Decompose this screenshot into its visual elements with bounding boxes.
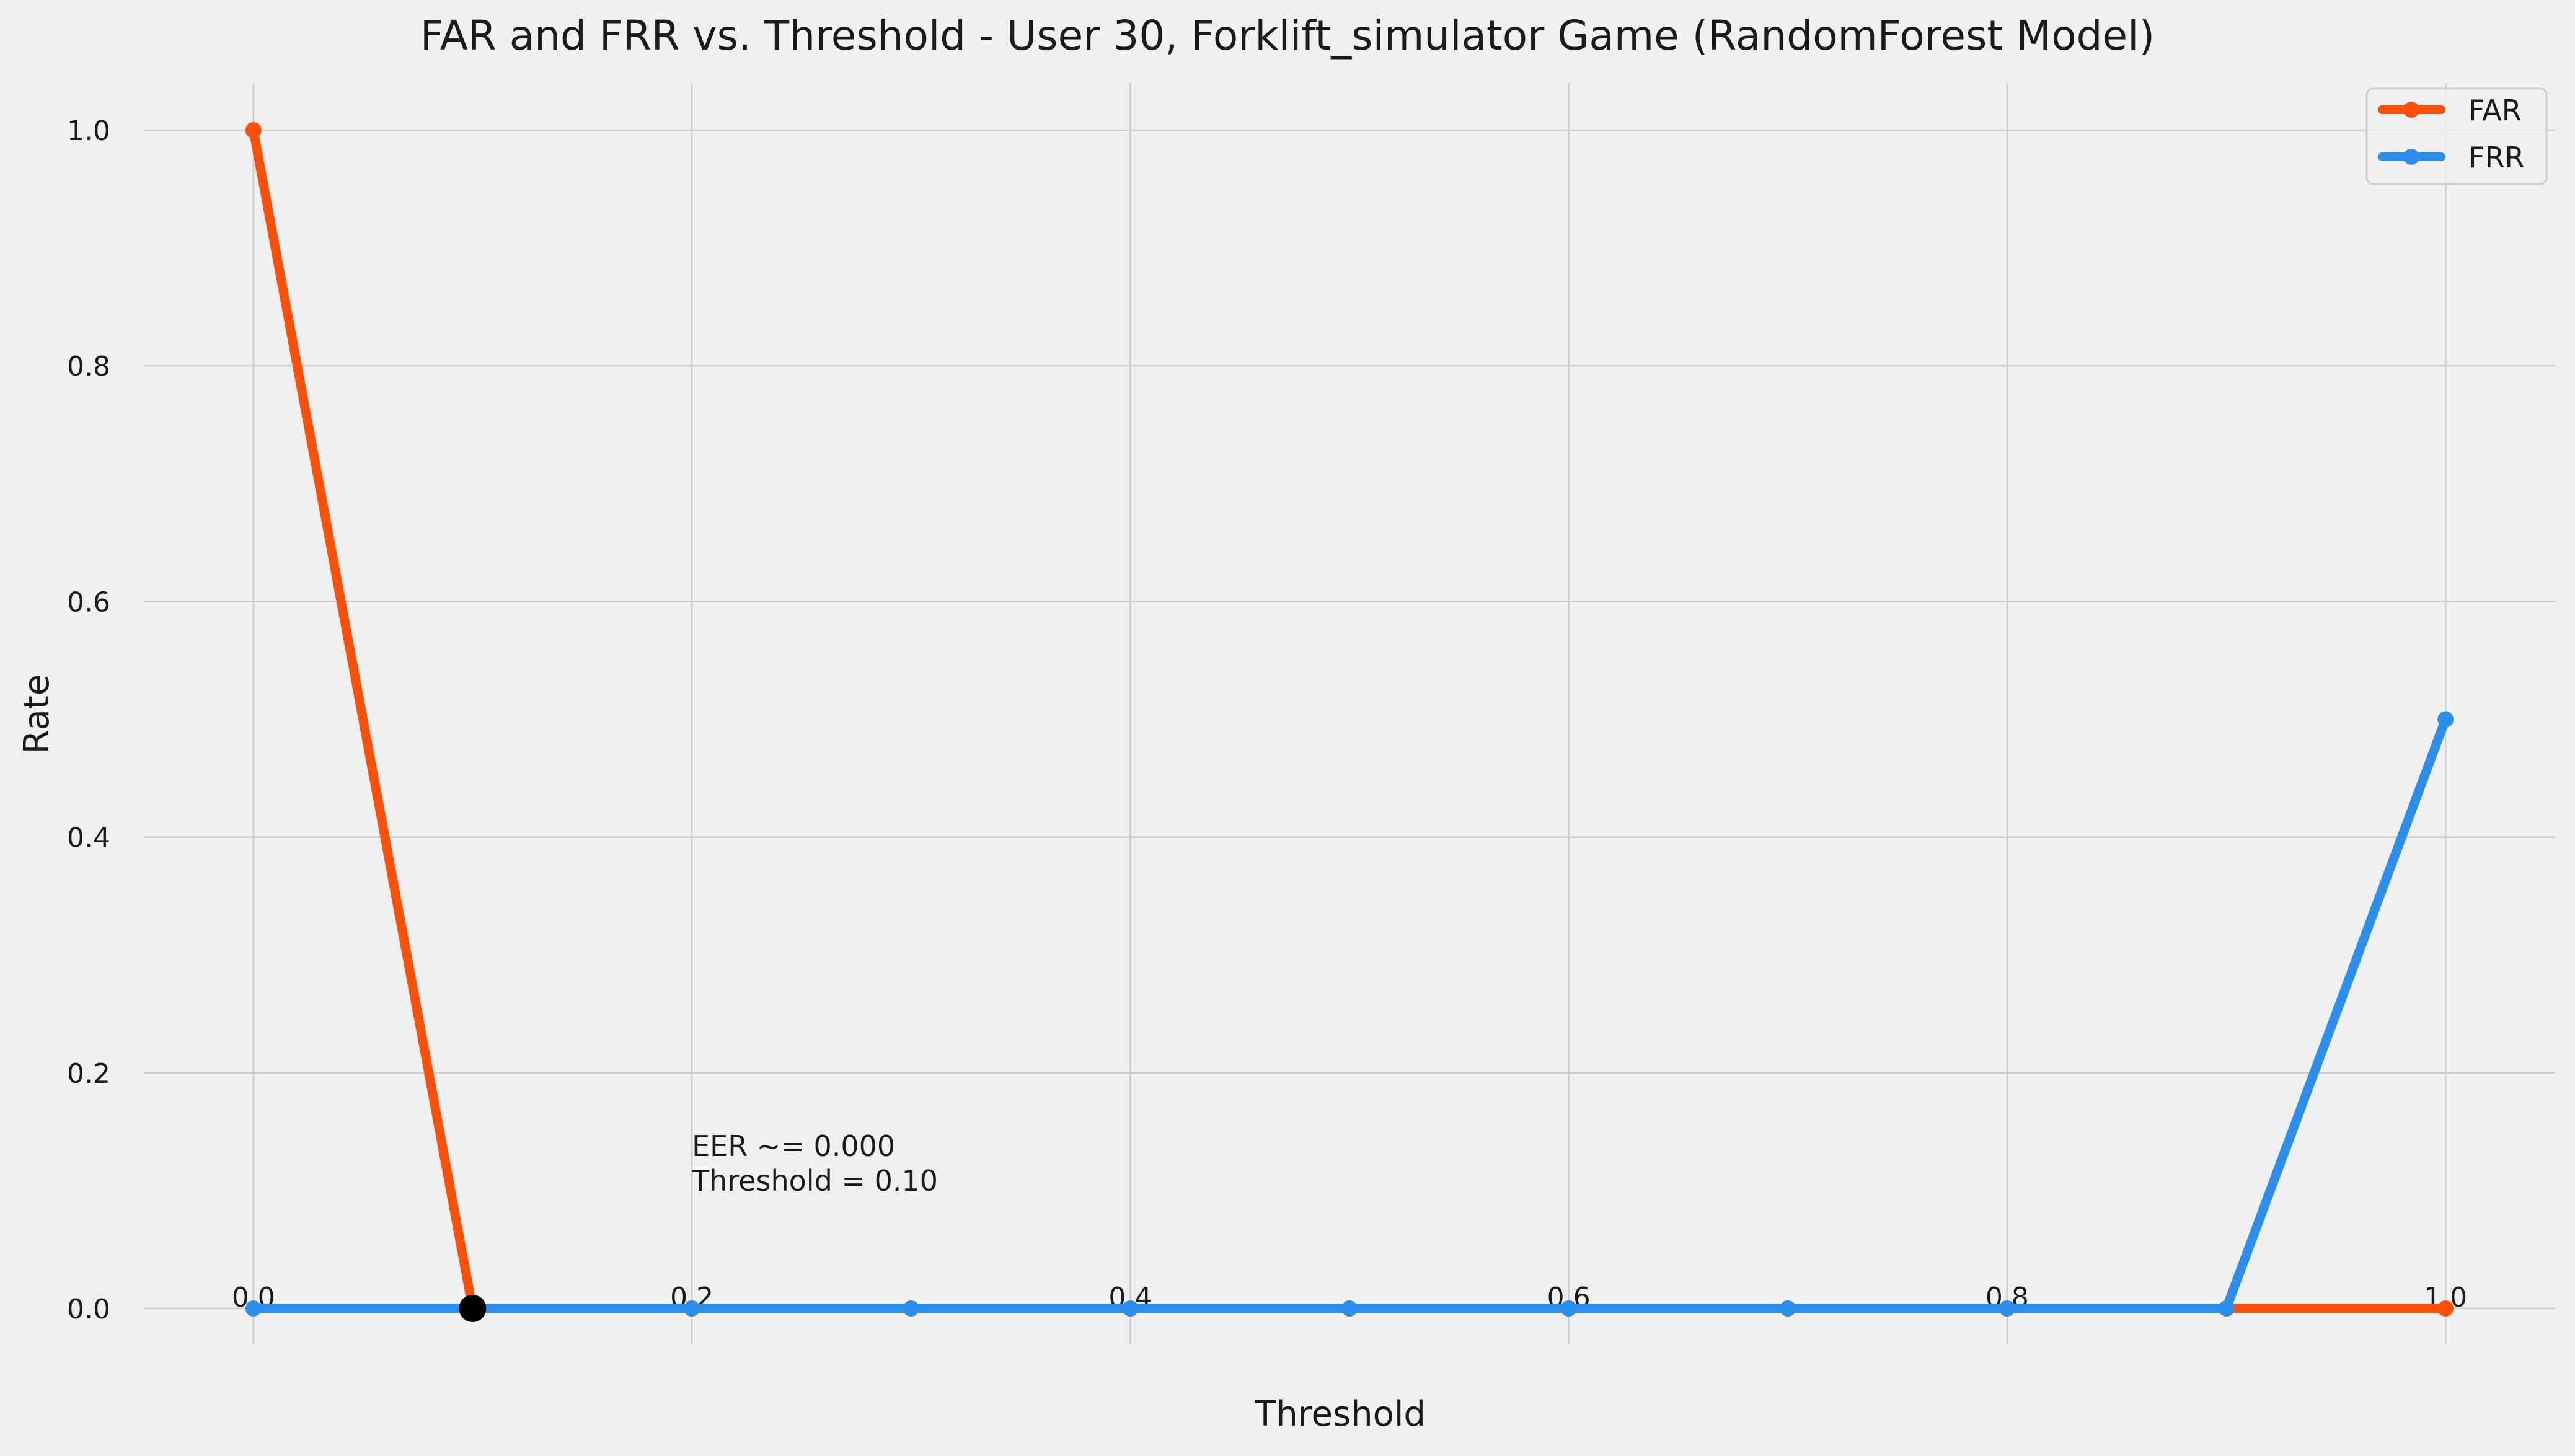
y-tick-label: 1.0 xyxy=(67,115,110,147)
legend-label-frr: FRR xyxy=(2468,141,2524,174)
data-point-frr xyxy=(1780,1300,1796,1317)
data-point-frr xyxy=(1999,1300,2015,1317)
data-point-frr xyxy=(684,1300,700,1317)
y-tick-labels: 0.0 0.2 0.4 0.6 0.8 1.0 xyxy=(67,115,110,1325)
eer-marker xyxy=(459,1294,487,1322)
eer-annotation-line: Threshold = 0.10 xyxy=(691,1164,938,1198)
y-axis-label: Rate xyxy=(17,674,57,754)
y-tick-label: 0.2 xyxy=(67,1058,110,1090)
legend-marker-far xyxy=(2403,102,2419,118)
data-point-frr xyxy=(1560,1300,1577,1317)
data-point-frr xyxy=(2437,711,2454,728)
data-point-frr xyxy=(245,1300,262,1317)
y-tick-label: 0.4 xyxy=(67,823,110,854)
data-point-far xyxy=(245,122,262,139)
data-point-far xyxy=(2437,1300,2454,1317)
y-tick-label: 0.6 xyxy=(67,586,110,618)
data-point-frr xyxy=(2218,1300,2235,1317)
data-point-frr xyxy=(1122,1300,1139,1317)
markers xyxy=(245,122,2454,1322)
legend-marker-frr xyxy=(2403,149,2419,165)
legend: FAR FRR xyxy=(2365,87,2548,185)
legend-label-far: FAR xyxy=(2468,94,2522,127)
x-axis-label: Threshold xyxy=(1254,1394,1426,1434)
data-point-frr xyxy=(1341,1300,1358,1317)
y-tick-label: 0.8 xyxy=(67,351,110,382)
data-point-frr xyxy=(903,1300,919,1317)
eer-annotation-line: EER ~= 0.000 xyxy=(692,1129,895,1163)
chart-title: FAR and FRR vs. Threshold - User 30, For… xyxy=(420,12,2155,60)
y-tick-label: 0.0 xyxy=(67,1294,110,1325)
